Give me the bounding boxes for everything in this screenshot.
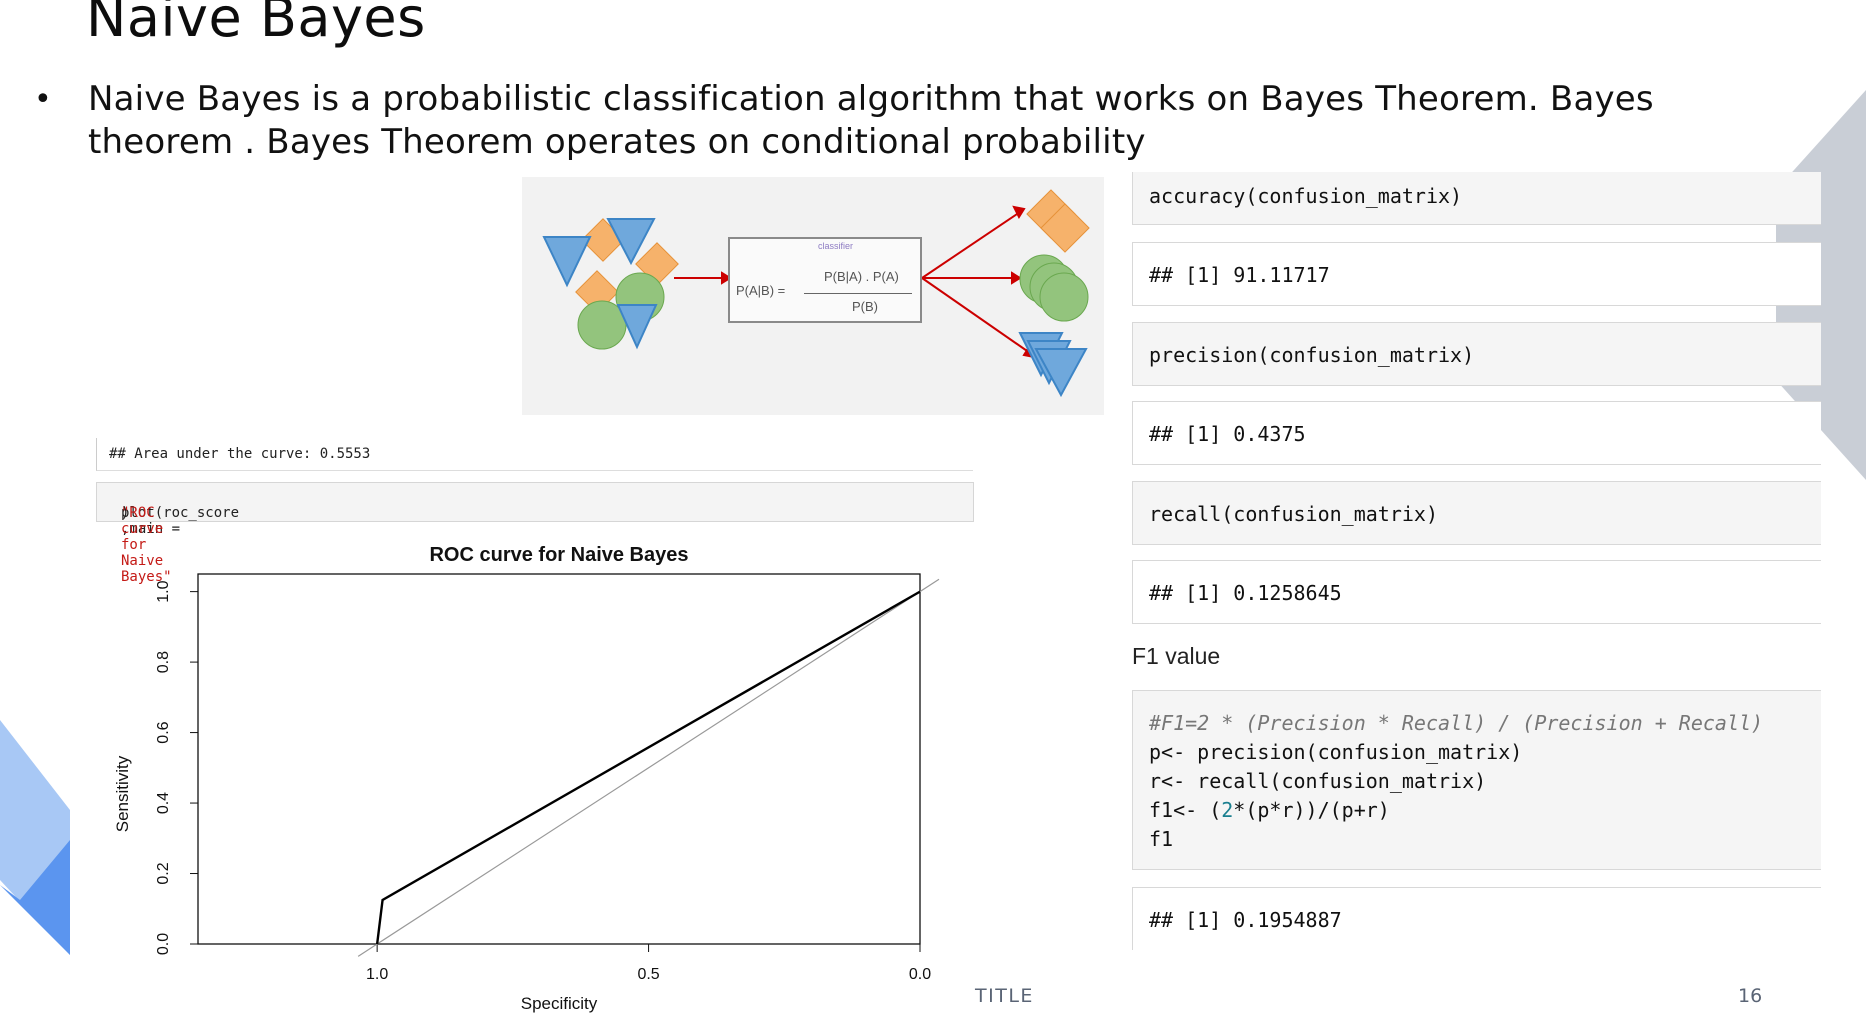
precision-command: precision(confusion_matrix) [1149, 343, 1475, 367]
fraction-bar [804, 293, 912, 294]
y-tick-label: 0.8 [155, 651, 172, 673]
y-tick-label: 0.6 [155, 721, 172, 743]
y-tick-label: 0.2 [155, 862, 172, 884]
output-block-precision: ## [1] 0.4375 [1132, 401, 1821, 465]
f1-formula-b: *(p*r))/(p+r) [1233, 798, 1390, 822]
f1-line-print: f1 [1149, 827, 1174, 851]
accuracy-output: ## [1] 91.11717 [1149, 263, 1330, 287]
precision-output: ## [1] 0.4375 [1149, 422, 1306, 446]
sorted-diamonds [1026, 189, 1090, 253]
output-block-recall: ## [1] 0.1258645 [1132, 560, 1821, 624]
decor-left-blue-shape [0, 720, 70, 955]
slide-title: Naive Bayes [86, 0, 426, 49]
bullet-point: • Naive Bayes is a probabilistic classif… [30, 78, 1680, 164]
bayes-formula-box: classifier P(A|B) = P(B|A) . P(A) P(B) [728, 237, 922, 323]
bullet-text: Naive Bayes is a probabilistic classific… [88, 79, 1654, 162]
roc-code-suffix: ) [121, 505, 130, 521]
mixed-shapes-cluster [542, 218, 679, 350]
roc-auc-text: ## Area under the curve: 0.5553 [109, 446, 371, 462]
output-block-f1: ## [1] 0.1954887 [1132, 887, 1821, 950]
code-block-recall: recall(confusion_matrix) [1132, 481, 1821, 545]
page-number: 16 [1738, 985, 1763, 1007]
f1-heading: F1 value [1132, 643, 1221, 669]
reference-diagonal [357, 578, 940, 957]
f1-line-recall: r<- recall(confusion_matrix) [1149, 769, 1487, 793]
bullet-icon: • [34, 82, 52, 117]
chart-title: ROC curve for Naive Bayes [429, 544, 688, 566]
roc-code-prefix: plot(roc_score ,main = [121, 505, 240, 537]
f1-output: ## [1] 0.1954887 [1149, 908, 1342, 932]
recall-output: ## [1] 0.1258645 [1149, 581, 1342, 605]
f1-comment: #F1=2 * (Precision * Recall) / (Precisio… [1149, 711, 1764, 735]
f1-formula-a: f1<- ( [1149, 798, 1222, 822]
sorted-circles [1019, 254, 1089, 322]
roc-code-string: "ROC curve for Naive Bayes" [121, 505, 172, 585]
formula-denominator: P(B) [852, 299, 878, 314]
y-axis-label: Sensitivity [113, 755, 132, 832]
classifier-shapes [542, 189, 1090, 398]
x-tick-label: 0.0 [909, 966, 931, 983]
roc-chart: ROC curve for Naive Bayes 1.0 0.5 0.0 0.0 0.2… [113, 544, 940, 1013]
formula-lhs: P(A|B) = [736, 283, 786, 298]
y-tick-label: 0.0 [155, 933, 172, 955]
f1-formula-num: 2 [1221, 798, 1234, 822]
roc-curve [375, 590, 921, 945]
code-block-accuracy: accuracy(confusion_matrix) [1132, 172, 1821, 225]
roc-auc-output: ## Area under the curve: 0.5553 [96, 438, 973, 471]
x-tick-label: 1.0 [366, 966, 388, 983]
classifier-illustration: classifier P(A|B) = P(B|A) . P(A) P(B) [522, 177, 1104, 415]
output-block-accuracy: ## [1] 91.11717 [1132, 242, 1821, 306]
f1-line-precision: p<- precision(confusion_matrix) [1149, 740, 1523, 764]
flow-arrows [674, 205, 1036, 359]
recall-command: recall(confusion_matrix) [1149, 502, 1438, 526]
classifier-label: classifier [818, 241, 854, 251]
sorted-triangles [1018, 332, 1088, 398]
plot-frame [197, 573, 921, 945]
x-tick-label: 0.5 [637, 966, 659, 983]
f1-line-formula: f1<- (2*(p*r))/(p+r) [1149, 798, 1390, 822]
code-block-precision: precision(confusion_matrix) [1132, 322, 1821, 386]
accuracy-command: accuracy(confusion_matrix) [1149, 184, 1463, 208]
y-tick-label: 1.0 [155, 580, 172, 602]
y-tick-label: 0.4 [155, 792, 172, 814]
x-axis-label: Specificity [521, 994, 598, 1013]
formula-numerator: P(B|A) . P(A) [824, 269, 899, 284]
roc-plot-code: plot(roc_score ,main = "ROC curve for Nai… [96, 482, 974, 585]
code-block-f1: #F1=2 * (Precision * Recall) / (Precisio… [1132, 690, 1821, 870]
footer-title: TITLE [975, 985, 1034, 1007]
